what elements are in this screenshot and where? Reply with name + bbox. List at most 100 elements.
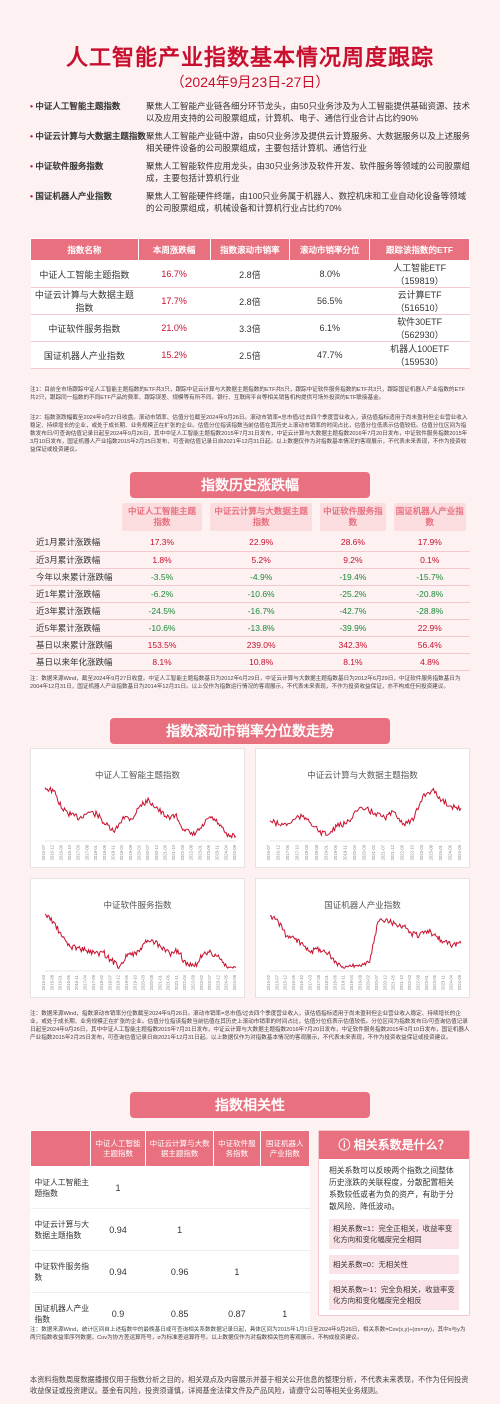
col-header: 中证软件服务指数 [316, 500, 389, 534]
weekly-change: 17.7% [138, 287, 211, 315]
table-header-row: 指数名称 本周涨跌幅 指数滚动市销率 滚动市销率分位 跟踪该指数的ETF [30, 238, 470, 261]
x-tick-label: 2016-12 [276, 844, 281, 860]
x-tick-label: 2015-02 [266, 974, 271, 990]
x-tick-label: 2018-03 [304, 844, 309, 860]
table-cell: 1.8% [118, 551, 207, 569]
table-row: 中证人工智能主题指数 1 [30, 1166, 310, 1209]
x-tick-label: 2015-03 [41, 974, 46, 990]
intro-desc: 聚焦人工智能软件应用龙头，由30只业务涉及软件开发、软件服务等领域的公司股票组成… [146, 161, 470, 183]
table-row: 中证云计算与大数据主题指数 17.7% 2.8倍 56.5% 云计算ETF （51… [30, 287, 470, 315]
x-tick-label: 2022-08 [415, 974, 420, 990]
x-tick-label: 2017-03 [308, 974, 313, 990]
x-tick-label: 2016-05 [58, 844, 63, 860]
x-tick-label: 2015-07 [274, 974, 279, 990]
x-tick-label: 2015-12 [283, 974, 288, 990]
table-row: 国证机器人产业指数 0.9 0.85 0.87 1 [30, 1292, 310, 1335]
table-row: 国证机器人产业指数 15.2% 2.5倍 47.7% 机器人100ETF （159… [30, 341, 470, 369]
x-tick-label: 2020-07 [374, 974, 379, 990]
table-cell: 153.5% [118, 636, 207, 654]
table-cell: -4.9% [206, 568, 317, 586]
etf-name: 云计算ETF [397, 290, 442, 300]
etf-cell: 人工智能ETF （159819） [369, 260, 470, 288]
table-cell: -42.7% [316, 602, 390, 620]
table-row: 基日以来年化涨跌幅 8.1% 10.8% 8.1% 4.8% [30, 653, 470, 671]
table-row: 中证软件服务指数 21.0% 3.3倍 6.1% 软件30ETF （562930） [30, 314, 470, 342]
x-tick-label: 2022-09 [190, 974, 195, 990]
page-subtitle: （2024年9月23日-27日） [170, 74, 330, 90]
x-tick-label: 2024-06 [447, 844, 452, 860]
col-header: 中证云计算与大数据主题指数 [145, 1130, 215, 1167]
explainer-bullet: 相关系数=0：无相关性 [329, 1255, 459, 1274]
table-cell [260, 1208, 310, 1251]
table-cell: 0.94 [90, 1250, 146, 1293]
weekly-change: 15.2% [138, 341, 211, 369]
x-tick-label: 2016-05 [291, 974, 296, 990]
x-tick-label: 2019-09 [128, 844, 133, 860]
col-header [30, 1130, 91, 1167]
table-row: 中证人工智能主题指数 16.7% 2.8倍 8.0% 人工智能ETF （15981… [30, 260, 470, 288]
x-tick-label: 2021-01 [157, 974, 162, 990]
x-tick-label: 2021-06 [166, 974, 171, 990]
table-cell: 5.2% [206, 551, 317, 569]
note-4: 注：数据来源Wind，指数滚动市销率分位数截至2024年9月26日。滚动市销率=… [30, 1011, 470, 1041]
note-1: 注1：目前全市场跟踪中证人工智能主题指数的ETF共3只，跟踪中证云计算与大数据主… [30, 387, 466, 401]
series-line [44, 786, 237, 839]
x-tick-label: 2021-10 [399, 974, 404, 990]
table-cell: 0.85 [145, 1292, 214, 1335]
col-header: 指数名称 [30, 238, 139, 261]
series-line [269, 914, 462, 969]
intro-name: 中证软件服务指数 [30, 160, 146, 184]
table-row: 基日以来累计涨跌幅 153.5% 239.0% 342.3% 56.4% [30, 636, 470, 654]
etf-cell: 机器人100ETF （159530） [369, 341, 470, 369]
x-tick-label: 2023-01 [197, 844, 202, 860]
intro-desc: 聚焦人工智能硬件终端，由100只业务属于机器人、数控机床和工业自动化设备等领域的… [146, 191, 467, 213]
table-cell: 17.9% [389, 534, 470, 552]
table-cell [145, 1166, 214, 1209]
col-header-label: 中证人工智能主题指数 [122, 503, 203, 531]
intro-desc: 聚焦人工智能产业链各细分环节龙头，由50只业务涉及为人工智能提供基础资源、技术以… [146, 101, 470, 123]
x-tick-label: 2019-01 [323, 844, 328, 860]
x-tick-label: 2016-07 [266, 844, 271, 860]
etf-code: （562930） [395, 330, 444, 340]
x-tick-label: 2016-11 [74, 974, 79, 990]
col-header: 国证机器人产业指数 [390, 500, 470, 534]
x-tick-label: 2021-05 [391, 974, 396, 990]
table-row: 近1年累计涨跌幅 -6.2% -10.6% -25.2% -20.8% [30, 585, 470, 603]
line-chart-robot: 2015-02 2015-07 2015-12 2016-05 2016-10 2017-… [266, 914, 462, 990]
chart-title: 中证云计算与大数据主题指数 [307, 770, 418, 780]
x-tick-label: 2019-05 [124, 974, 129, 990]
chart-card-cloud: 中证云计算与大数据主题指数 2016-07 2016-12 2017-05 2017-… [255, 748, 470, 868]
table-cell: -39.9% [316, 619, 390, 637]
x-tick-label: 2020-07 [145, 844, 150, 860]
series-line [44, 913, 237, 970]
col-header: 中证人工智能主题指数 [89, 1130, 147, 1167]
col-header: 中证人工智能主题指数 [118, 500, 206, 534]
row-label: 中证云计算与大数据主题指数 [30, 1208, 91, 1251]
table-row: 今年以来累计涨跌幅 -3.5% -4.9% -19.4% -15.7% [30, 568, 470, 586]
table-cell [260, 1166, 310, 1209]
intro-list: 中证人工智能主题指数 聚焦人工智能产业链各细分环节龙头，由50只业务涉及为人工智… [30, 100, 470, 220]
explainer-text: 相关系数可以反映两个指数之间整体历史涨跌的关联程度，分散配置相关系数较低或者为负… [329, 1166, 454, 1211]
col-header: 中证云计算与大数据主题指数 [206, 500, 316, 534]
explainer-bullet: 相关系数=1：完全正相关，收益率变化方向和变化幅度完全相同 [329, 1219, 459, 1249]
ps-ratio: 2.5倍 [210, 341, 290, 369]
table-header-row: 中证人工智能主题指数 中证云计算与大数据主题指数 中证软件服务指数 国证机器人产… [30, 500, 470, 534]
x-tick-label: 2016-10 [299, 974, 304, 990]
col-header-label: 中证云计算与大数据主题指数 [210, 503, 313, 531]
table-row: 近1月累计涨跌幅 17.3% 22.9% 28.6% 17.9% [30, 534, 470, 552]
x-tick-label: 2018-01 [324, 974, 329, 990]
x-tick-label: 2018-12 [116, 974, 121, 990]
ps-percentile: 8.0% [289, 260, 370, 288]
x-tick-label: 2023-03 [419, 844, 424, 860]
intro-item: 中证软件服务指数 聚焦人工智能软件应用龙头，由30只业务涉及软件开发、软件服务等… [30, 160, 470, 184]
row-label: 近5年累计涨跌幅 [30, 619, 118, 637]
index-name: 中证软件服务指数 [30, 314, 139, 342]
x-tick-label: 2021-10 [171, 844, 176, 860]
x-tick-label: 2015-08 [49, 974, 54, 990]
table-row: 中证云计算与大数据主题指数 0.94 1 [30, 1208, 310, 1251]
weekly-change: 21.0% [138, 314, 211, 342]
table-cell: -19.4% [316, 568, 390, 586]
x-tick-label: 2020-12 [154, 844, 159, 860]
table-cell: 1 [260, 1292, 310, 1335]
x-tick-label: 2024-09 [232, 844, 237, 860]
